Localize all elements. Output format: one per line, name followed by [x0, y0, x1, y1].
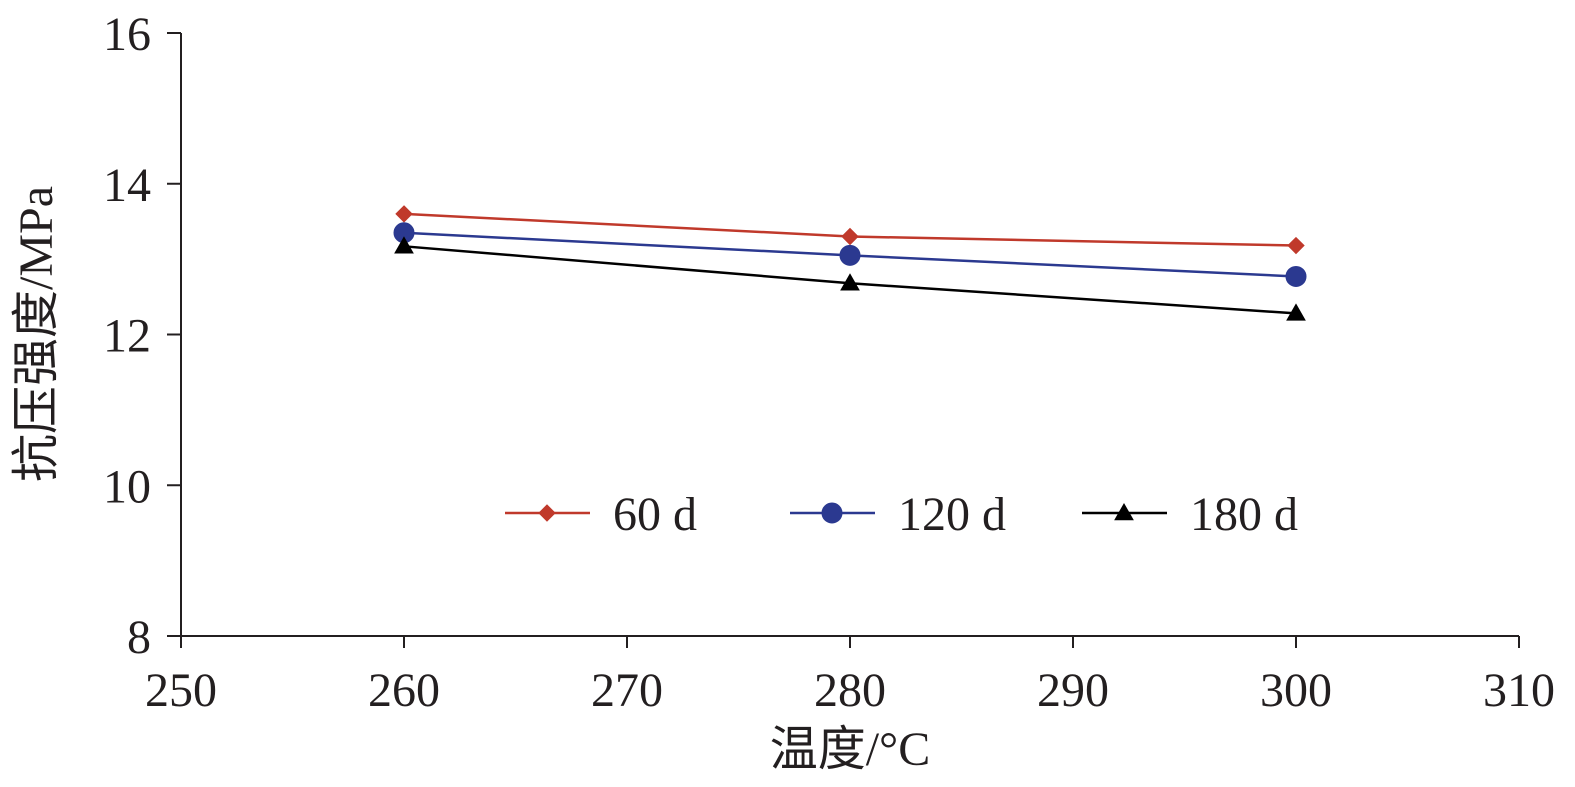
x-axis-title: 温度/°C: [770, 723, 931, 776]
x-tick-label: 300: [1260, 664, 1332, 717]
legend-label: 120 d: [898, 488, 1006, 541]
y-tick-label: 10: [103, 460, 151, 513]
x-tick-label: 260: [368, 664, 440, 717]
y-axis-title: 抗压强度/MPa: [10, 186, 63, 482]
data-point: [840, 273, 860, 291]
legend: 60 d 120 d 180 d: [505, 488, 1298, 541]
x-tick-label: 280: [814, 664, 886, 717]
legend-label: 60 d: [613, 488, 697, 541]
legend-marker: [1114, 502, 1134, 521]
plot-series: [393, 205, 1307, 321]
y-tick-label: 12: [103, 310, 151, 363]
data-point: [395, 205, 413, 223]
data-point: [839, 244, 861, 266]
y-tick-label: 14: [103, 159, 151, 212]
x-tick-label: 250: [145, 664, 217, 717]
legend-item: 120 d: [790, 488, 1006, 541]
data-point: [394, 236, 414, 254]
legend-label: 180 d: [1190, 488, 1298, 541]
x-tick-label: 310: [1483, 664, 1555, 717]
series-120-d: [393, 222, 1307, 287]
legend-marker: [821, 502, 843, 524]
data-point: [1285, 265, 1307, 287]
data-point: [841, 227, 859, 246]
axes: 8 10 12 14 16 250 260 270 280 290 300 310: [103, 8, 1555, 717]
legend-item: 180 d: [1082, 488, 1298, 541]
x-tick-label: 290: [1037, 664, 1109, 717]
series-60-d: [395, 205, 1305, 255]
y-tick-label: 8: [127, 611, 151, 664]
series-180-d: [394, 236, 1306, 321]
legend-marker: [538, 504, 556, 522]
data-point: [1287, 236, 1305, 255]
x-tick-label: 270: [591, 664, 663, 717]
legend-item: 60 d: [505, 488, 697, 541]
y-tick-label: 16: [103, 8, 151, 61]
data-point: [1286, 303, 1306, 321]
